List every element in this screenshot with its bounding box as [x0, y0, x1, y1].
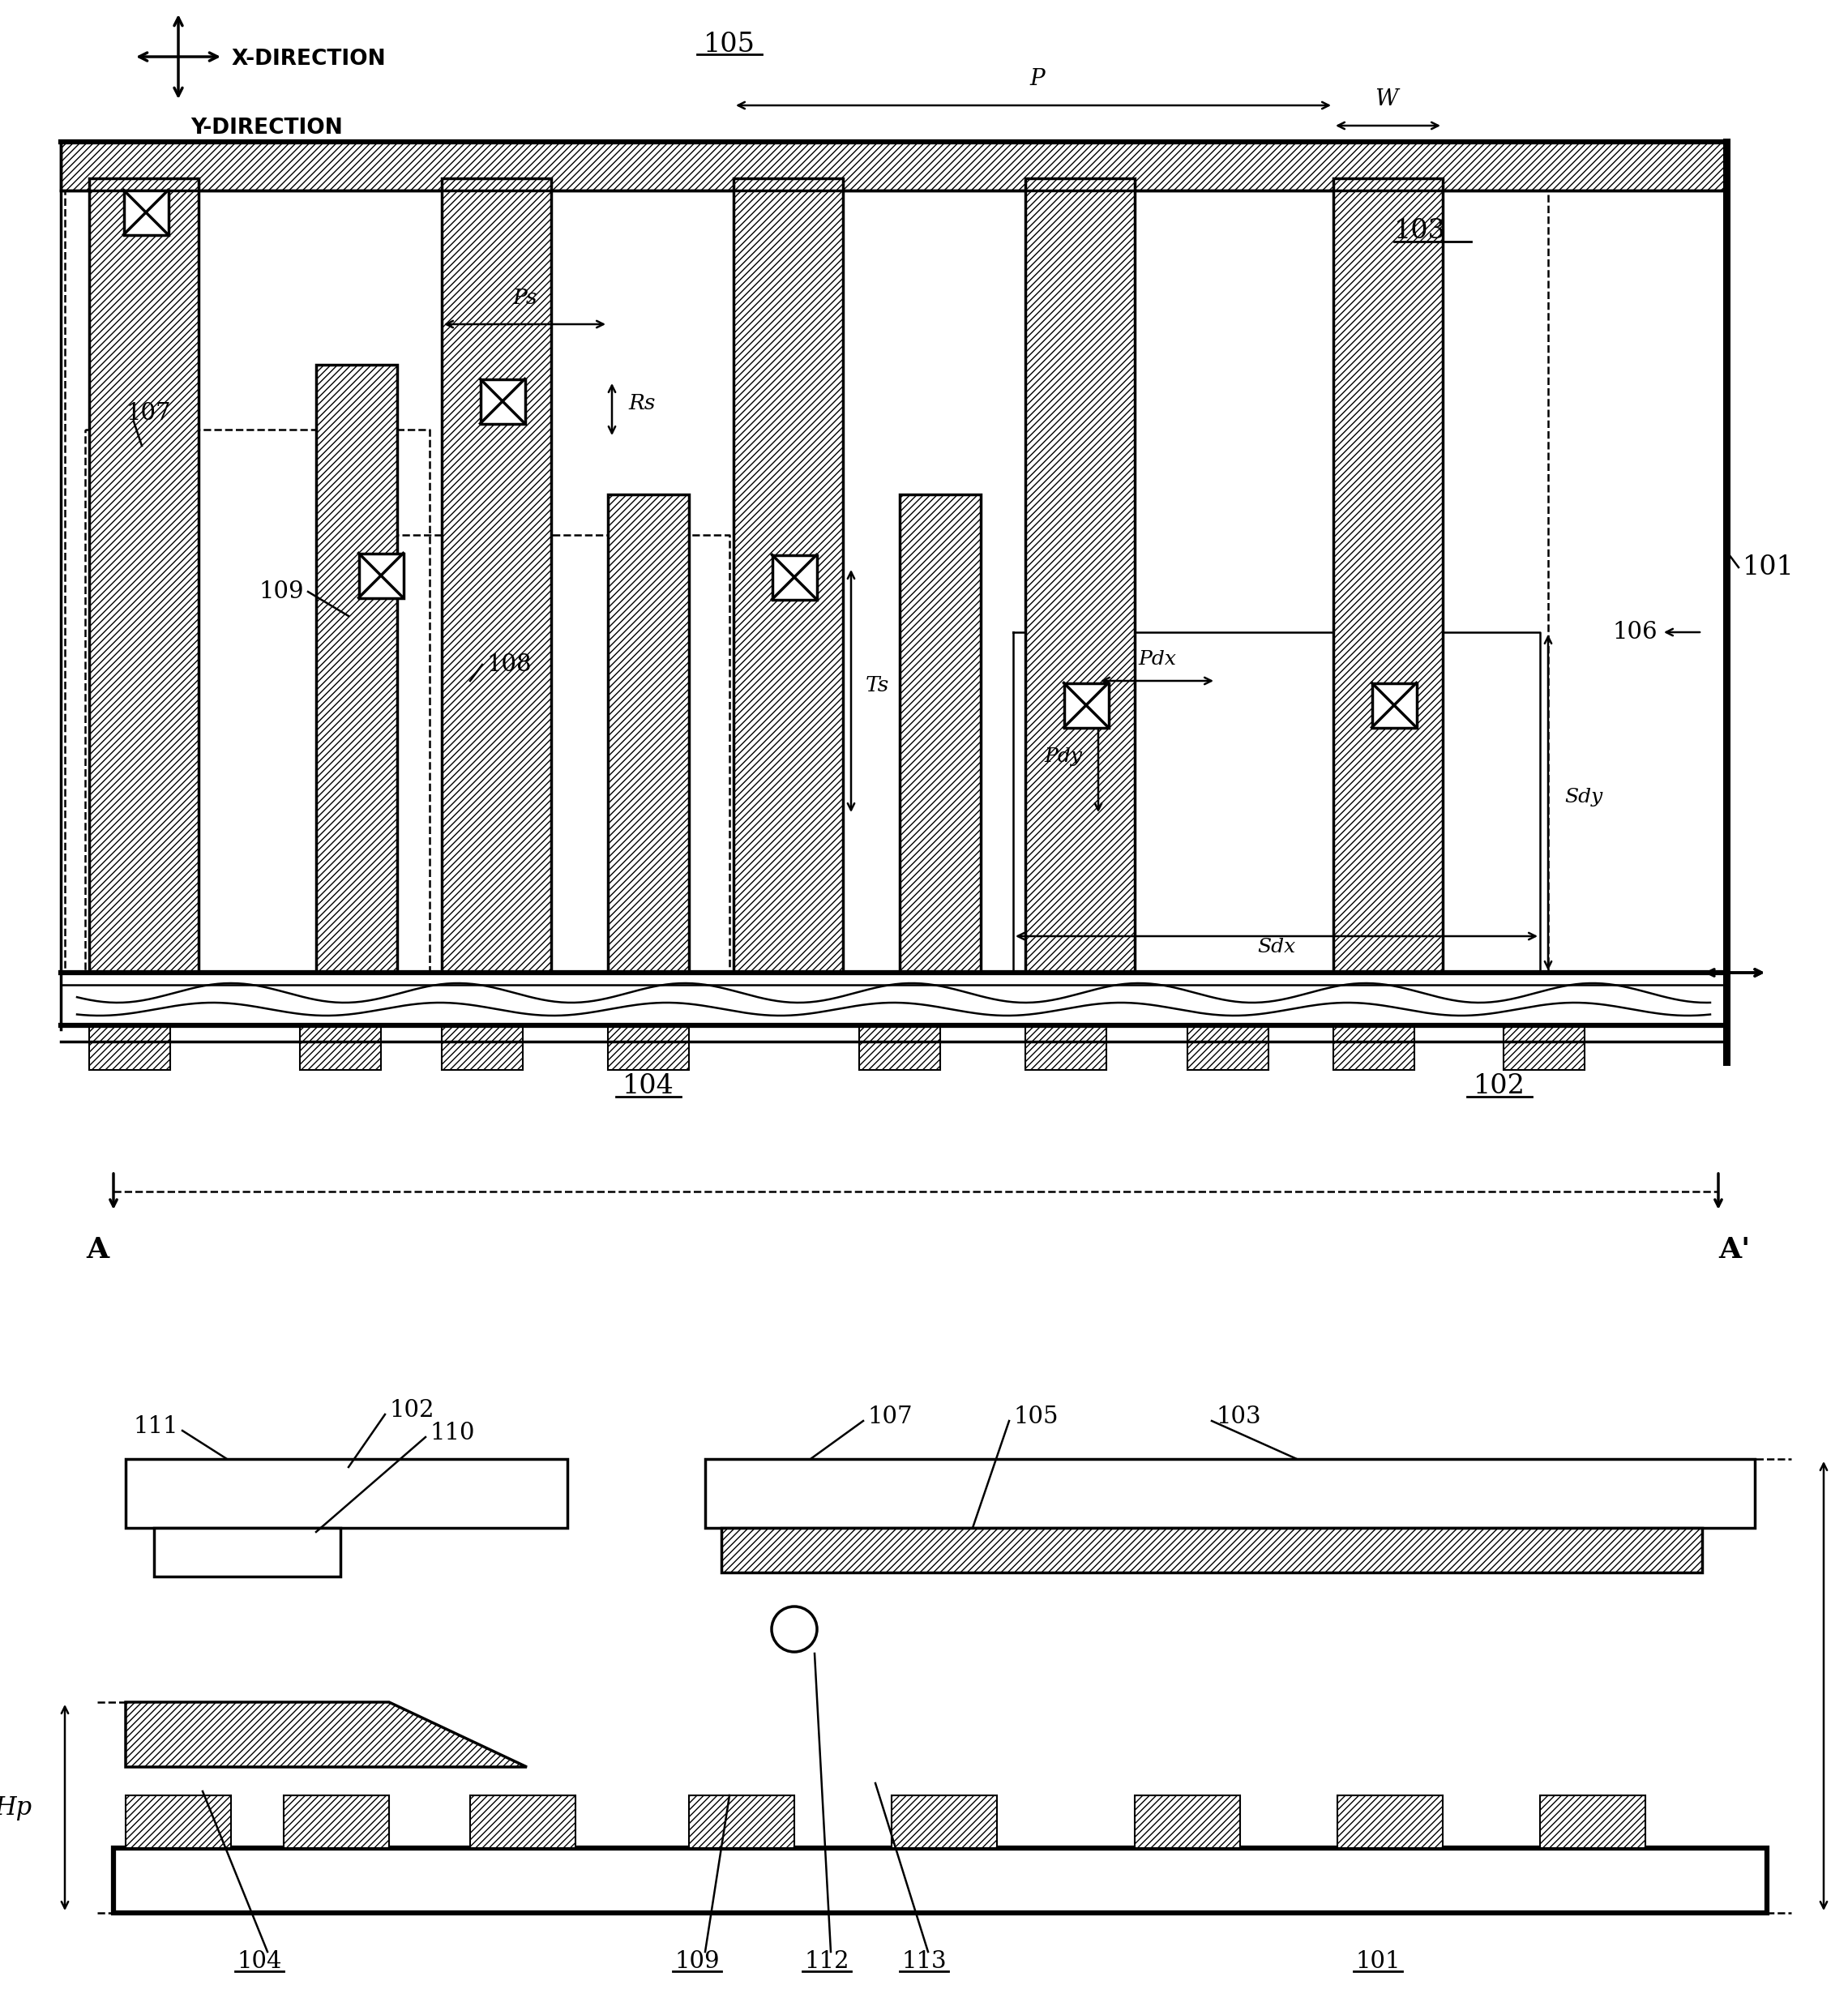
Text: Hp: Hp — [0, 1794, 33, 1820]
Text: 103: 103 — [1216, 1405, 1260, 1429]
Text: 101: 101 — [1355, 1950, 1401, 1972]
Text: Ts: Ts — [865, 675, 889, 695]
Bar — [859, 1025, 941, 1069]
Bar — [61, 142, 1726, 190]
Text: 109: 109 — [259, 579, 303, 603]
Bar — [1026, 1025, 1107, 1069]
Text: 107: 107 — [867, 1405, 913, 1429]
Bar — [89, 178, 198, 973]
Text: Y-DIRECTION: Y-DIRECTION — [190, 118, 342, 138]
Text: 101: 101 — [1743, 553, 1794, 579]
Text: W: W — [1375, 88, 1397, 110]
Bar — [1188, 1025, 1268, 1069]
Bar — [113, 1848, 1767, 1912]
Text: 111: 111 — [133, 1415, 177, 1439]
Text: 113: 113 — [902, 1950, 946, 1972]
Bar — [153, 1528, 340, 1576]
Polygon shape — [126, 1702, 527, 1766]
Bar — [124, 190, 168, 234]
Bar — [469, 1796, 575, 1848]
Text: Sdx: Sdx — [1257, 937, 1295, 957]
Bar — [1026, 178, 1135, 973]
Bar — [1338, 1796, 1443, 1848]
Text: 102: 102 — [1473, 1073, 1525, 1099]
Text: Pdx: Pdx — [1138, 649, 1177, 669]
Text: 102: 102 — [390, 1399, 434, 1423]
Text: Ps: Ps — [514, 288, 538, 308]
Text: 112: 112 — [804, 1950, 850, 1972]
Bar — [126, 1459, 567, 1528]
Bar — [285, 1796, 390, 1848]
Text: Sdy: Sdy — [1563, 787, 1602, 807]
Bar — [442, 178, 551, 973]
Bar — [734, 178, 843, 973]
Bar — [1064, 683, 1109, 727]
Bar — [126, 1796, 231, 1848]
Bar — [689, 1796, 795, 1848]
Text: 104: 104 — [237, 1950, 283, 1972]
Bar — [442, 1025, 523, 1069]
Bar — [299, 1025, 381, 1069]
Bar — [1371, 683, 1416, 727]
Text: P: P — [1029, 68, 1044, 90]
Bar — [1504, 1025, 1584, 1069]
Text: 107: 107 — [126, 402, 170, 426]
Text: A: A — [85, 1237, 109, 1263]
Bar — [359, 553, 403, 597]
Text: 106: 106 — [1613, 621, 1658, 643]
Text: 108: 108 — [486, 653, 532, 675]
Bar — [772, 555, 817, 599]
Text: X-DIRECTION: X-DIRECTION — [231, 48, 386, 70]
Text: Rs: Rs — [628, 394, 656, 414]
Bar — [900, 494, 981, 973]
Text: A': A' — [1719, 1237, 1750, 1263]
Text: 109: 109 — [675, 1950, 719, 1972]
Text: 103: 103 — [1393, 218, 1445, 244]
Text: 105: 105 — [704, 32, 756, 58]
Bar — [891, 1796, 996, 1848]
Text: 104: 104 — [623, 1073, 675, 1099]
Bar — [1332, 178, 1443, 973]
Bar — [1135, 1796, 1240, 1848]
Bar — [89, 1025, 170, 1069]
Bar — [316, 366, 397, 973]
Text: 105: 105 — [1013, 1405, 1059, 1429]
Text: Pdy: Pdy — [1044, 747, 1083, 765]
Bar — [721, 1528, 1702, 1572]
Text: 110: 110 — [429, 1423, 475, 1445]
Bar — [608, 1025, 689, 1069]
Bar — [608, 494, 689, 973]
Circle shape — [772, 1606, 817, 1652]
Bar — [1539, 1796, 1645, 1848]
Bar — [706, 1459, 1756, 1528]
Bar — [480, 380, 525, 424]
Bar — [1332, 1025, 1414, 1069]
